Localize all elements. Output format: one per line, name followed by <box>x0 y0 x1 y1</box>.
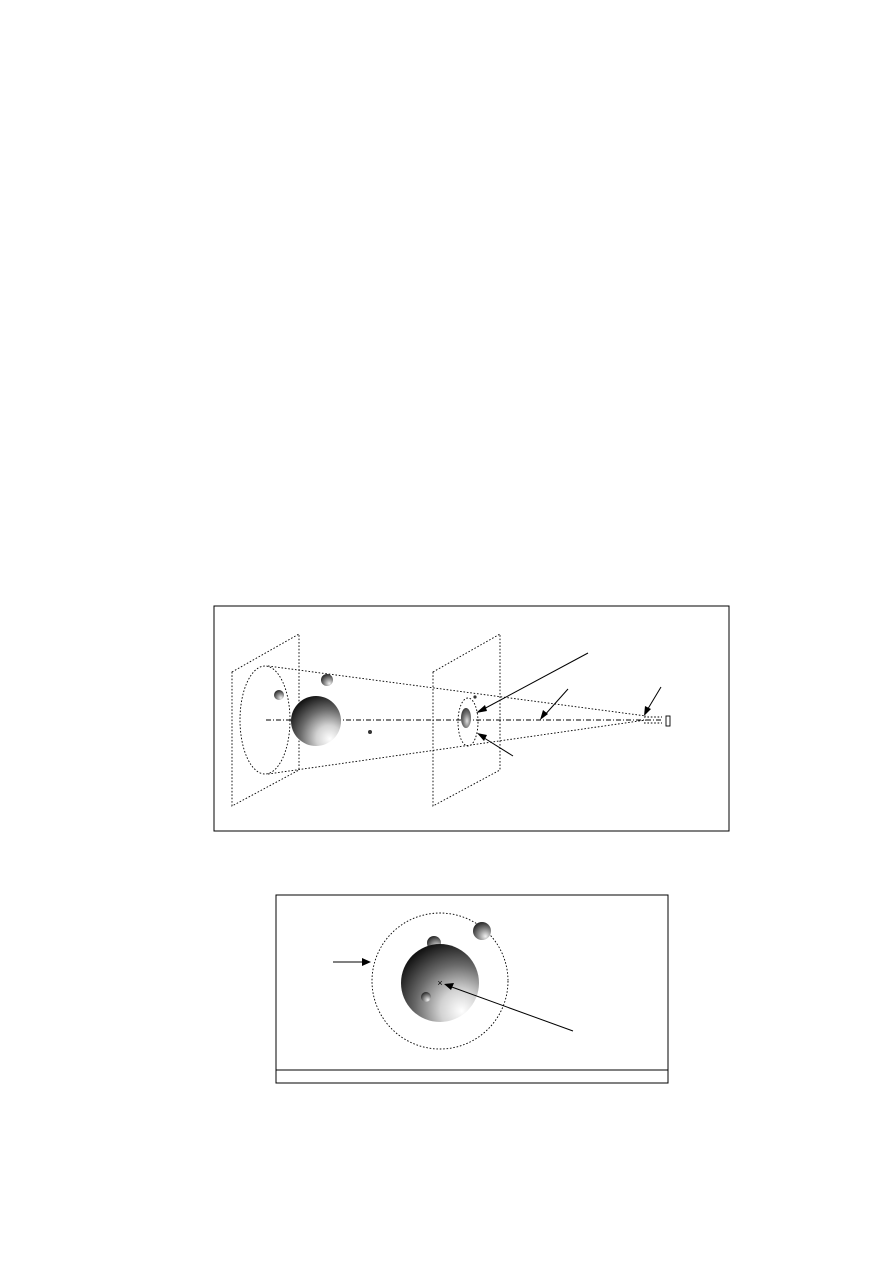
bottom-figure-frame <box>275 894 669 1084</box>
object-plane <box>231 633 300 807</box>
field-of-view-circle <box>371 912 509 1050</box>
tiny-sphere <box>368 730 372 734</box>
small-sphere-left <box>274 690 284 700</box>
projected-small-object <box>473 695 477 699</box>
image-plane <box>432 633 501 807</box>
small-sphere-top <box>321 674 333 686</box>
top-figure <box>213 605 730 832</box>
small-sphere-lower-left <box>421 992 431 1002</box>
small-sphere-upper-right <box>473 922 491 940</box>
projected-field-ellipse <box>457 697 479 747</box>
cone-line-lower <box>267 719 647 775</box>
large-sphere <box>291 696 341 746</box>
camera-icon <box>665 715 671 727</box>
center-mark: × <box>437 978 442 988</box>
leader-arrow-optical-axis <box>540 688 569 720</box>
top-figure-frame <box>213 605 730 832</box>
bottom-figure: × <box>275 894 669 1084</box>
leader-arrow-center <box>444 983 574 1032</box>
leader-arrow-viewpoint <box>644 686 662 716</box>
projected-object <box>461 708 471 728</box>
leader-arrow-fov-circle <box>333 958 371 966</box>
leader-arrow-projected-field <box>477 733 514 757</box>
large-sphere-front-view <box>401 944 479 1022</box>
leader-arrow-projected-object <box>476 652 589 713</box>
object-field-ellipse <box>239 665 291 775</box>
cone-line-upper <box>267 665 647 717</box>
